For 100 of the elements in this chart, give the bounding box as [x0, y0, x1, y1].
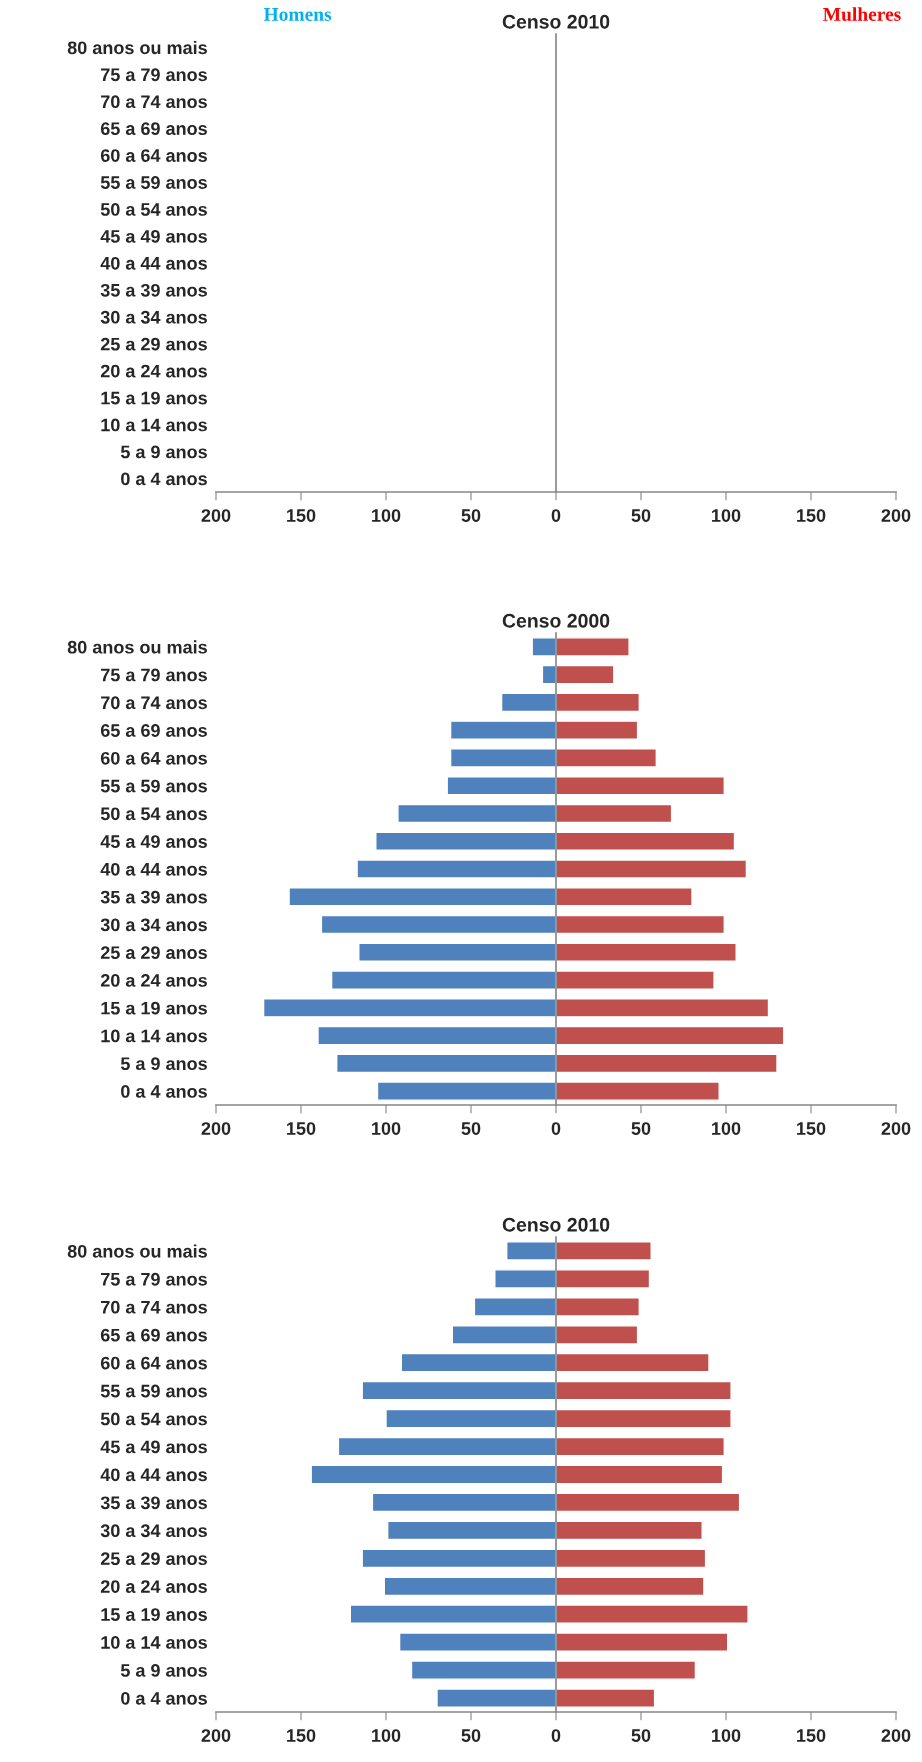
bar — [310, 1464, 557, 1485]
bar — [330, 970, 557, 990]
x-tick-label: 100 — [712, 1729, 741, 1742]
y-tick-label: 40 a 44 anos — [100, 1468, 207, 1482]
bar — [555, 1081, 720, 1101]
x-tick-label: 200 — [201, 1122, 231, 1135]
bar — [398, 1632, 557, 1652]
bar — [317, 1025, 557, 1046]
y-tick-label: 15 a 19 anos — [101, 391, 207, 405]
x-tick-label: 200 — [881, 1729, 911, 1742]
bar — [555, 775, 725, 796]
legend-label: Mulheres — [823, 7, 901, 21]
x-tick-label: 50 — [631, 1729, 651, 1742]
bar — [262, 998, 557, 1018]
y-tick-label: 70 a 74 anos — [101, 1300, 207, 1314]
bar — [376, 1081, 557, 1101]
x-tick-label: 0 — [551, 1122, 561, 1135]
y-tick-label: 30 a 34 anos — [100, 918, 207, 932]
y-tick-label: 80 anos ou mais — [67, 40, 207, 55]
bar — [555, 1380, 732, 1401]
bar — [410, 1660, 557, 1680]
bar — [555, 831, 736, 851]
x-tick-label: 200 — [881, 1122, 911, 1135]
y-tick-label: 80 anos ou mais — [67, 640, 207, 654]
bar — [555, 1660, 697, 1680]
y-tick-label: 75 a 79 anos — [101, 668, 207, 682]
bar — [436, 1688, 557, 1708]
y-tick-label: 45 a 49 anos — [100, 1440, 207, 1454]
bar — [555, 1548, 707, 1569]
x-tick-label: 200 — [881, 509, 911, 522]
y-tick-label: 50 a 54 anos — [100, 1412, 207, 1426]
y-tick-label: 10 a 14 anos — [101, 1636, 207, 1649]
x-tick-label: 0 — [551, 509, 561, 522]
y-tick-label: 55 a 59 anos — [100, 1384, 207, 1398]
y-tick-label: 40 a 44 anos — [100, 256, 207, 270]
x-tick-label: 200 — [201, 509, 231, 522]
y-tick-label: 75 a 79 anos — [101, 68, 207, 82]
bar — [387, 1520, 557, 1541]
y-tick-label: 20 a 24 anos — [100, 364, 207, 378]
chart-title: Censo 2010 — [502, 1217, 610, 1232]
bar — [473, 1297, 557, 1317]
y-tick-label: 55 a 59 anos — [100, 176, 207, 189]
x-tick-label: 50 — [631, 509, 651, 522]
bar — [555, 1325, 639, 1345]
y-tick-label: 10 a 14 anos — [101, 418, 207, 432]
y-tick-label: 60 a 64 anos — [100, 751, 207, 765]
y-tick-label: 45 a 49 anos — [100, 835, 207, 848]
bar — [449, 720, 557, 740]
bar — [446, 775, 557, 796]
bar — [383, 1576, 557, 1597]
bar — [555, 803, 673, 824]
y-tick-label: 80 anos ou mais — [67, 1244, 207, 1258]
bar — [555, 1352, 710, 1373]
y-tick-label: 25 a 29 anos — [100, 946, 207, 960]
x-tick-label: 100 — [372, 1729, 401, 1742]
y-tick-label: 0 a 4 anos — [121, 472, 207, 486]
bar — [555, 692, 640, 713]
x-tick-label: 100 — [372, 509, 401, 522]
bar — [555, 914, 725, 935]
bar — [555, 1604, 749, 1624]
x-tick-label: 100 — [372, 1122, 401, 1135]
bar — [555, 1492, 741, 1513]
y-tick-label: 65 a 69 anos — [100, 1328, 207, 1342]
y-tick-label: 20 a 24 anos — [100, 1580, 207, 1593]
bar — [555, 1576, 705, 1597]
bar — [555, 887, 693, 907]
bar — [449, 748, 557, 768]
bar — [506, 1241, 557, 1261]
y-tick-label: 30 a 34 anos — [100, 310, 207, 324]
x-tick-label: 200 — [201, 1729, 231, 1742]
bar — [555, 998, 770, 1018]
y-tick-label: 65 a 69 anos — [100, 122, 207, 136]
bar — [397, 803, 557, 824]
bar — [361, 1380, 557, 1401]
bar — [555, 637, 630, 657]
bar — [375, 831, 557, 851]
bar — [555, 859, 748, 879]
bar — [336, 1053, 557, 1074]
bar — [555, 970, 715, 990]
bar — [555, 1241, 652, 1261]
y-tick-label: 75 a 79 anos — [101, 1272, 207, 1286]
y-tick-label: 50 a 54 anos — [100, 807, 207, 821]
x-tick-label: 150 — [287, 509, 316, 522]
x-tick-label: 50 — [461, 1122, 481, 1135]
x-tick-label: 50 — [461, 509, 481, 522]
y-tick-label: 35 a 39 anos — [100, 283, 207, 297]
bar — [371, 1492, 557, 1513]
bar — [555, 1688, 656, 1708]
y-tick-label: 10 a 14 anos — [101, 1029, 207, 1043]
y-tick-label: 50 a 54 anos — [100, 203, 207, 216]
y-tick-label: 70 a 74 anos — [101, 696, 207, 710]
y-tick-label: 30 a 34 anos — [100, 1524, 207, 1538]
legend-label: Homens — [263, 7, 332, 21]
bar — [531, 637, 557, 657]
y-tick-label: 0 a 4 anos — [121, 1691, 207, 1705]
bar — [555, 1632, 729, 1652]
bar — [555, 942, 737, 963]
y-tick-label: 5 a 9 anos — [120, 1664, 207, 1677]
y-tick-label: 65 a 69 anos — [100, 724, 207, 737]
x-tick-label: 0 — [551, 1729, 561, 1742]
